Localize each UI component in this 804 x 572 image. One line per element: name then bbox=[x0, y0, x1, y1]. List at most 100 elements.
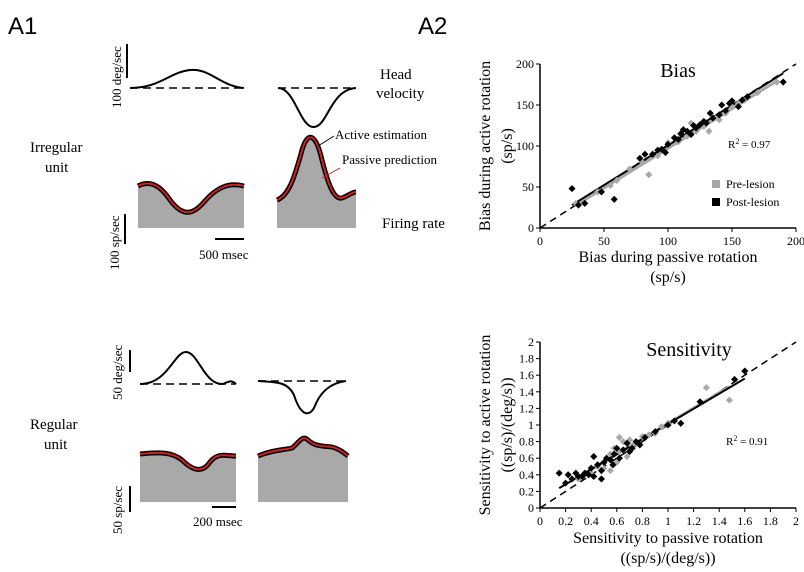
data-point-pre bbox=[658, 423, 666, 431]
regular-firing-area-right bbox=[258, 438, 348, 502]
data-point-post bbox=[706, 109, 714, 117]
y-tick-label: 2 bbox=[528, 335, 534, 349]
passive-prediction-pointer bbox=[321, 167, 341, 179]
irregular-label-line1: Irregular bbox=[30, 140, 82, 156]
x-tick-label: 0.4 bbox=[584, 514, 599, 528]
data-point-post bbox=[581, 199, 589, 207]
regular-unit-block: Regular unit 50 deg/sec 50 sp/sec 200 ms… bbox=[30, 345, 350, 534]
r-squared-symbol: R bbox=[726, 436, 734, 448]
data-point-post bbox=[609, 461, 617, 469]
x-tick-label: 0.8 bbox=[635, 514, 650, 528]
data-point-pre bbox=[594, 188, 602, 196]
data-point-post bbox=[587, 464, 595, 472]
y-tick-label: 0.4 bbox=[519, 468, 534, 482]
legend-swatch-pre bbox=[712, 180, 720, 188]
data-point-post bbox=[628, 444, 636, 452]
panel-label-a2: A2 bbox=[418, 13, 447, 40]
data-point-post bbox=[572, 469, 580, 477]
data-point-post bbox=[619, 446, 627, 454]
data-point-pre bbox=[705, 127, 713, 135]
passive-prediction-label: Passive prediction bbox=[342, 152, 437, 167]
data-point-post bbox=[606, 456, 614, 464]
y-tick-label: 0.6 bbox=[519, 451, 534, 465]
data-point-post bbox=[679, 126, 687, 134]
r-squared-exponent: 2 bbox=[733, 434, 737, 443]
data-point-post bbox=[568, 185, 576, 193]
chart-title: Bias bbox=[660, 60, 696, 82]
rate-scale-label: 100 sp/sec bbox=[107, 215, 122, 270]
irregular-unit-block: Irregular unit 100 deg/sec Head velocity… bbox=[30, 44, 445, 270]
velocity-scale-label: 100 deg/sec bbox=[109, 46, 124, 108]
y-tick-label: 0 bbox=[528, 221, 534, 235]
data-point-post bbox=[636, 154, 644, 162]
data-point-post bbox=[696, 121, 704, 129]
data-point-post bbox=[574, 201, 582, 209]
data-point-post bbox=[661, 149, 669, 157]
data-point-post bbox=[743, 93, 751, 101]
x-tick-label: 0.6 bbox=[609, 514, 624, 528]
data-point-post bbox=[641, 150, 649, 158]
data-point-pre bbox=[606, 467, 614, 475]
regular-label-line1: Regular bbox=[30, 417, 77, 433]
data-point-post bbox=[709, 114, 717, 122]
regular-velocity-trace-right bbox=[257, 380, 347, 415]
x-tick-label: 100 bbox=[659, 234, 677, 248]
legend-label-post: Post-lesion bbox=[726, 195, 779, 209]
regular-passive-trace-right bbox=[257, 437, 349, 457]
y-tick-label: 1.8 bbox=[519, 352, 534, 366]
data-point-post bbox=[715, 111, 723, 119]
data-point-pre bbox=[725, 396, 733, 404]
data-point-post bbox=[658, 145, 666, 153]
data-point-post bbox=[677, 419, 685, 427]
data-point-pre bbox=[715, 116, 723, 124]
r-squared-exponent: 2 bbox=[735, 137, 739, 146]
y-tick-label: 1.2 bbox=[519, 401, 534, 415]
data-point-post bbox=[674, 135, 682, 143]
head-label-line2: velocity bbox=[376, 86, 425, 102]
x-tick-label: 50 bbox=[598, 234, 610, 248]
data-point-post bbox=[610, 450, 618, 458]
x-axis-unit: (sp/s) bbox=[650, 269, 686, 286]
regular-velocity-scale-label: 50 deg/sec bbox=[110, 345, 125, 400]
y-axis-unit: ((sp/s)/(deg/s)) bbox=[499, 377, 516, 472]
y-axis-label: Bias during active rotation bbox=[477, 61, 494, 231]
data-point-post bbox=[568, 475, 576, 483]
data-point-post bbox=[741, 367, 749, 375]
data-point-post bbox=[641, 433, 649, 441]
sensitivity-chart: 0 0.2 0.4 0.6 0.8 1 1.2 1.4 1.6 1.8 2 0 0.2 0.4 0.6 0.8… bbox=[477, 335, 799, 567]
x-tick-label: 1.2 bbox=[686, 514, 701, 528]
r-squared-label: R2 = 0.97 bbox=[728, 137, 771, 151]
data-point-post bbox=[597, 467, 605, 475]
r-squared-label: R2 = 0.91 bbox=[726, 434, 768, 448]
data-point-post bbox=[578, 472, 586, 480]
data-point-post bbox=[738, 96, 746, 104]
data-point-post bbox=[597, 475, 605, 483]
data-point-post bbox=[702, 119, 710, 127]
bias-chart: 0 50 100 150 200 0 50 100 150 200 Bias R2 = 0.97 Pre… bbox=[477, 57, 804, 286]
y-tick-label: 200 bbox=[516, 57, 534, 71]
data-point-post bbox=[590, 453, 598, 461]
data-point-post bbox=[728, 97, 736, 105]
y-tick-label: 1 bbox=[528, 418, 534, 432]
data-point-post bbox=[731, 375, 739, 383]
irregular-velocity-trace-left bbox=[129, 68, 245, 89]
data-point-post bbox=[734, 103, 742, 111]
y-axis-label: Sensitivity to active rotation bbox=[477, 335, 494, 516]
data-point-pre bbox=[702, 384, 710, 392]
data-point-post bbox=[636, 441, 644, 449]
data-point-post bbox=[615, 454, 623, 462]
irregular-velocity-trace-right bbox=[277, 87, 357, 129]
x-tick-label: 0 bbox=[537, 234, 543, 248]
data-point-post bbox=[779, 78, 787, 86]
x-tick-label: 2 bbox=[793, 514, 799, 528]
active-estimation-pointer bbox=[317, 135, 335, 147]
x-axis-label: Bias during passive rotation bbox=[578, 249, 757, 266]
data-point-pre bbox=[773, 78, 781, 86]
data-point-post bbox=[564, 471, 572, 479]
data-point-post bbox=[670, 417, 678, 425]
data-point-post bbox=[649, 150, 657, 158]
regular-firing-area-left bbox=[140, 452, 236, 502]
x-tick-label: 1 bbox=[665, 514, 671, 528]
y-tick-label: 100 bbox=[516, 139, 534, 153]
